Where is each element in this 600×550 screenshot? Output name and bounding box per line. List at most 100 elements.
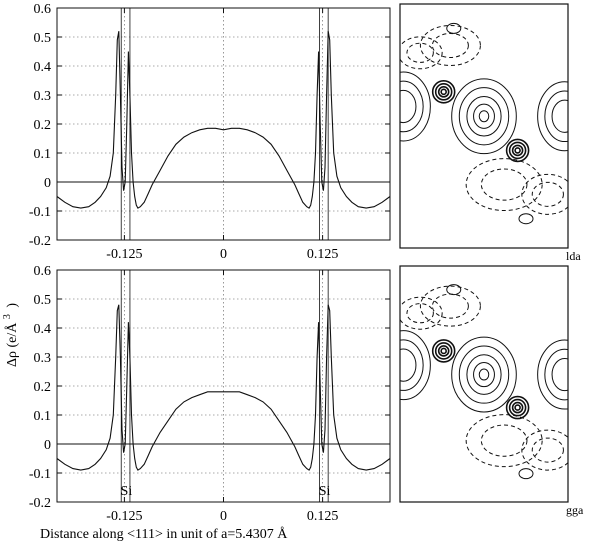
bond-contour: [537, 339, 568, 410]
data-series-line: [56, 304, 391, 471]
atom-core-contour: [505, 138, 530, 163]
y-tick-label: 0: [44, 438, 51, 453]
negative-contour: [531, 437, 564, 463]
atom-core-contour: [434, 342, 453, 360]
bond-contour: [551, 357, 568, 392]
bond-contour: [400, 80, 424, 133]
atom-core-contour: [431, 80, 456, 104]
atom-core-contour: [511, 401, 524, 414]
bottom-line-plot: -0.2 -0.1 0 0.1 0.2 0.3 0.4 0.5 0.6 -0.125 0 0.125 S…: [29, 264, 391, 524]
y-axis-title: Δρ (e/Å 3 ): [0, 303, 20, 367]
bond-contour: [451, 336, 517, 413]
contour-label: lda: [566, 249, 581, 263]
bond-contour: [473, 361, 495, 388]
small-contour: [518, 213, 534, 225]
svg-text:Δρ (e/Å 3 ): Δρ (e/Å 3 ): [0, 303, 20, 367]
bond-contour: [473, 103, 495, 129]
bond-contour: [400, 339, 424, 391]
y-axis-title-superscript: 3: [2, 314, 13, 319]
top-line-plot: -0.2 -0.1 0 0.1 0.2 0.3 0.4 0.5 0.6 -0.125 0 0.125: [29, 2, 391, 262]
x-tick-label: 0.125: [307, 247, 339, 262]
y-tick-label: -0.1: [29, 205, 51, 220]
small-contour: [446, 22, 462, 34]
contour-label: gga: [566, 503, 584, 517]
atom-core-contour: [511, 144, 524, 157]
bond-contour: [400, 71, 431, 142]
data-series-line: [56, 31, 391, 209]
y-axis-title-close: ): [5, 303, 20, 308]
negative-contour: [406, 42, 434, 63]
bond-contour: [451, 78, 517, 155]
atom-core-contour: [514, 147, 521, 154]
atom-core-contour: [434, 83, 453, 101]
atom-core-contour: [514, 404, 521, 411]
atom-core-contour: [508, 398, 527, 417]
atom-core-contour: [437, 345, 450, 357]
negative-contour: [431, 32, 469, 58]
contour-lines: [400, 22, 568, 225]
atom-core-contour: [440, 88, 447, 96]
bond-contour: [458, 87, 510, 146]
negative-contour: [419, 285, 481, 327]
atom-core-contour: [505, 395, 530, 420]
bond-contour: [466, 354, 502, 395]
negative-contour: [465, 414, 543, 468]
y-tick-label: 0.5: [34, 293, 52, 308]
y-tick-label: 0.4: [34, 322, 52, 337]
atom-core-contour: [508, 141, 527, 160]
y-tick-label: 0.5: [34, 31, 52, 46]
y-tick-label: -0.2: [29, 234, 51, 249]
atom-core-contour: [431, 339, 456, 363]
bond-contour: [400, 348, 417, 382]
negative-contour: [400, 296, 443, 330]
negative-contour: [400, 36, 443, 70]
bond-contour: [478, 110, 490, 123]
y-tick-label: 0.2: [34, 118, 52, 133]
contour-lines: [400, 284, 568, 480]
y-tick-label: 0.6: [34, 264, 52, 279]
y-tick-label: 0.3: [34, 351, 52, 366]
bond-contour: [537, 81, 568, 152]
negative-contour: [419, 24, 481, 66]
y-tick-label: -0.1: [29, 467, 51, 482]
contour-frame: [399, 3, 569, 249]
x-axis-title: Distance along <111> in unit of a=5.4307…: [40, 526, 288, 542]
y-tick-label: 0.6: [34, 2, 52, 17]
top-contour-map: lda: [399, 3, 581, 263]
bond-contour: [544, 348, 568, 401]
bottom-contour-map: gga: [399, 265, 584, 517]
y-axis-title-text: Δρ (e/Å: [4, 322, 20, 367]
x-tick-label: 0: [220, 247, 227, 262]
atom-core-contour: [437, 86, 450, 98]
negative-contour: [465, 158, 543, 212]
x-tick-label: 0.125: [307, 509, 339, 524]
bond-contour: [551, 99, 568, 133]
negative-contour: [531, 181, 564, 207]
atom-label: Si: [121, 484, 133, 499]
contour-frame: [399, 265, 569, 503]
y-tick-label: -0.2: [29, 496, 51, 511]
y-tick-label: 0.1: [34, 147, 52, 162]
atom-core-contour: [440, 347, 447, 355]
bond-contour: [458, 345, 510, 404]
negative-contour: [406, 303, 434, 324]
x-tick-label: 0: [220, 509, 227, 524]
bond-contour: [400, 89, 417, 124]
x-tick-label: -0.125: [106, 247, 142, 262]
bond-contour: [400, 330, 431, 401]
negative-contour: [480, 168, 528, 201]
y-tick-label: 0.4: [34, 60, 52, 75]
negative-contour: [480, 424, 528, 457]
negative-contour: [521, 173, 568, 215]
y-tick-label: 0: [44, 176, 51, 191]
bond-contour: [478, 368, 490, 381]
bond-contour: [466, 95, 502, 137]
small-contour: [518, 468, 534, 480]
y-tick-label: 0.3: [34, 89, 52, 104]
negative-contour: [521, 429, 568, 471]
y-tick-label: 0.1: [34, 409, 52, 424]
small-contour: [446, 284, 462, 296]
bond-contour: [544, 90, 568, 143]
x-tick-label: -0.125: [106, 509, 142, 524]
